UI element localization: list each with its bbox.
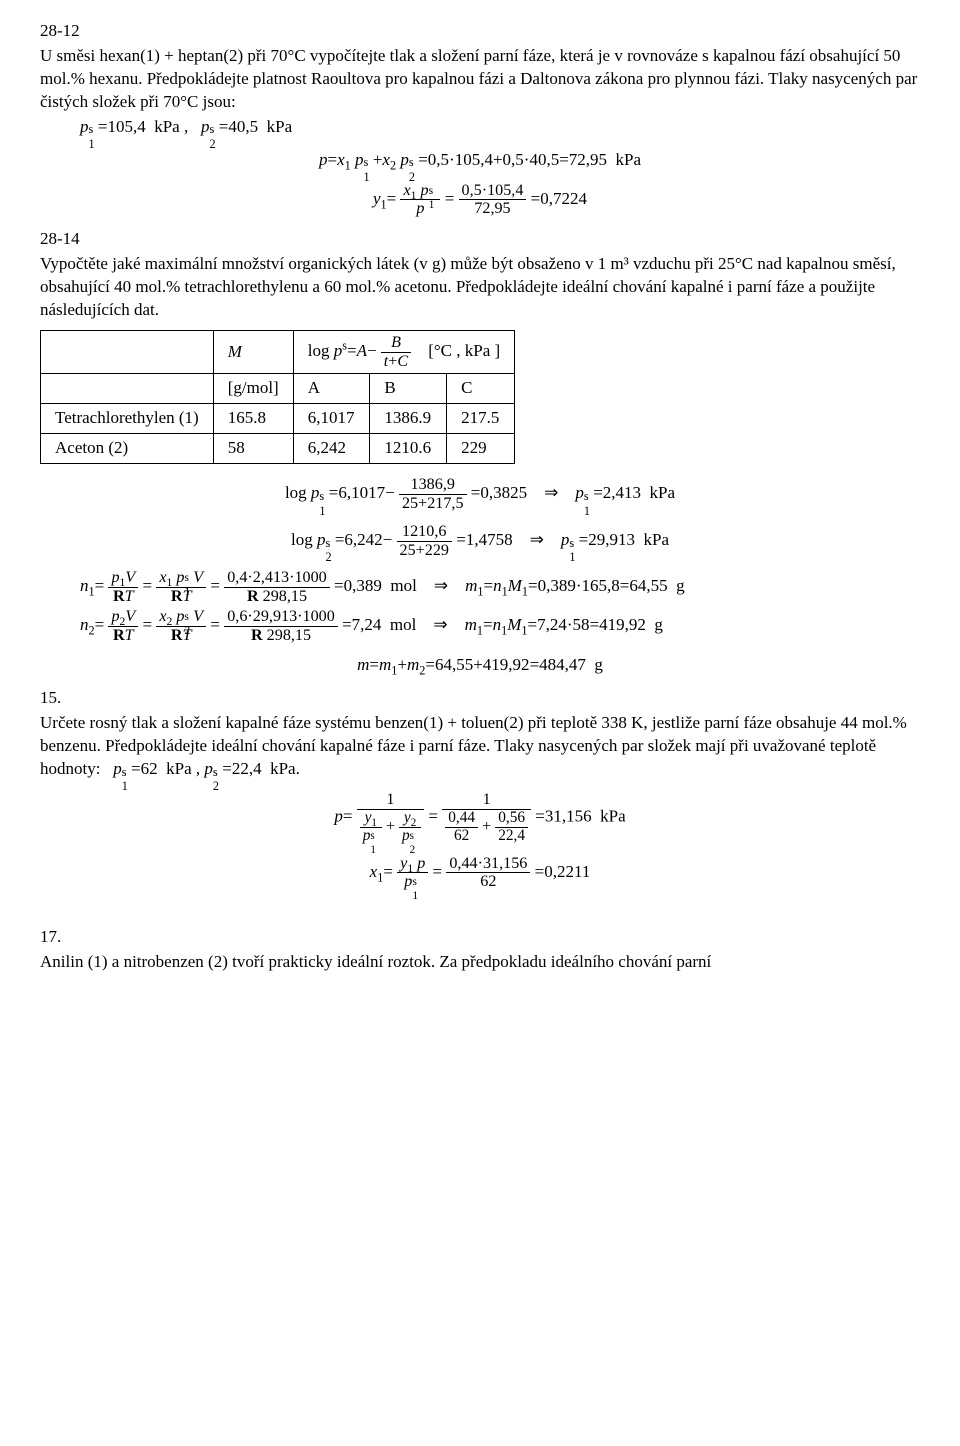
problem-text: Určete rosný tlak a složení kapalné fáze…	[40, 712, 920, 781]
problem-number: 17.	[40, 926, 920, 949]
cell: 6,242	[293, 434, 370, 464]
B-den: 25+229	[397, 542, 452, 560]
problem-number: 28-14	[40, 228, 920, 251]
problem-text: U směsi hexan(1) + heptan(2) při 70°C vy…	[40, 45, 920, 114]
m1-value: 64,55	[629, 576, 667, 595]
unit: g	[676, 576, 685, 595]
logp-value: 1,4758	[466, 530, 513, 549]
cell: 229	[447, 434, 515, 464]
B-den: 25+217,5	[399, 495, 467, 513]
n2-value: 7,24	[352, 615, 382, 634]
logp-value: 0,3825	[480, 483, 527, 502]
unit: kPa	[616, 150, 642, 169]
table-head-B: B	[370, 374, 447, 404]
d1den: 62	[445, 828, 478, 845]
given-values: ps1=105,4 kPa, ps2=40,5 kPa	[80, 116, 920, 139]
unit: kPa	[154, 117, 180, 136]
antoine-table: M logps=A− Bt+C [°C , kPa ] [g/mol] A B …	[40, 330, 515, 464]
problem-number: 28-12	[40, 20, 920, 43]
p1s-value: 2,413	[603, 483, 641, 502]
m2-expr: 7,24·58	[537, 615, 589, 634]
equation-p: p=x1ps1+x2ps2=0,5·105,4+0,5·40,5=72,95 k…	[40, 149, 920, 172]
table-cell-empty	[41, 330, 214, 374]
unit: g	[594, 655, 603, 674]
problem-text: Vypočtěte jaké maximální množství organi…	[40, 253, 920, 322]
row-label: Tetrachlorethylen (1)	[41, 404, 214, 434]
text-content: U směsi hexan(1) + heptan(2) při 70°C vy…	[40, 46, 917, 111]
unit: kPa	[644, 530, 670, 549]
y1-num: 0,5·105,4	[459, 182, 527, 201]
cell: 165.8	[213, 404, 293, 434]
table-cell-empty	[41, 374, 214, 404]
x1-num: 0,44·31,156	[446, 855, 530, 874]
unit: g	[654, 615, 663, 634]
mtot-value: 484,47	[539, 655, 586, 674]
cell: 1210.6	[370, 434, 447, 464]
A-value: 6,1017	[338, 483, 385, 502]
equation-p-inverse: p= 1 y1ps1 + y2ps2 = 1 0,4462 + 0,5622,4…	[40, 791, 920, 845]
row-label: Aceton (2)	[41, 434, 214, 464]
p1s-value: 105,4	[107, 117, 145, 136]
B-num: 1210,6	[397, 523, 452, 542]
A-value: 6,242	[344, 530, 382, 549]
m2-value: 419,92	[599, 615, 646, 634]
cell: 1386.9	[370, 404, 447, 434]
unit: mol	[390, 615, 416, 634]
p-value: 31,156	[545, 807, 592, 826]
equation-logp1: logps1=6,1017− 1386,925+217,5 =0,3825 ⇒ …	[40, 476, 920, 513]
p2s-value: 22,4	[232, 759, 262, 778]
equation-n1: n1= p1VRT = x1ps1VRT = 0,4·2,413·1000R29…	[80, 569, 920, 606]
equation-mtot: m=m1+m2=64,55+419,92=484,47 g	[40, 654, 920, 677]
n1-num: 0,4·2,413·1000	[224, 569, 330, 588]
unit: kPa	[600, 807, 626, 826]
unit: kPa	[166, 759, 192, 778]
x1-den: 62	[446, 873, 530, 891]
n2-num: 0,6·29,913·1000	[224, 608, 338, 627]
B-num: 1386,9	[399, 476, 467, 495]
n1-value: 0,389	[344, 576, 382, 595]
unit: mol	[390, 576, 416, 595]
table-head-unit: [g/mol]	[213, 374, 293, 404]
equation-n2: n2= p2VRT = x2ps2VRT = 0,6·29,913·1000R2…	[80, 608, 920, 645]
table-head-M: M	[213, 330, 293, 374]
d2den: 22,4	[495, 828, 528, 845]
p1s-value: 62	[141, 759, 158, 778]
problem-text: Anilin (1) a nitrobenzen (2) tvoří prakt…	[40, 951, 920, 974]
m1-expr: 0,389·165,8	[538, 576, 620, 595]
n2-den: 298,15	[267, 627, 311, 644]
unit: kPa	[650, 483, 676, 502]
mtot-expr: 64,55+419,92	[435, 655, 530, 674]
n1-den: 298,15	[263, 588, 307, 605]
table-head-antoine: logps=A− Bt+C [°C , kPa ]	[293, 330, 514, 374]
unit: kPa	[270, 759, 296, 778]
equation-x1: x1= y1pps1 = 0,44·31,15662 =0,2211	[40, 855, 920, 892]
cell: 6,1017	[293, 404, 370, 434]
d2num: 0,56	[495, 810, 528, 828]
equation-y1: y1= x1ps1p = 0,5·105,472,95 =0,7224	[40, 182, 920, 219]
table-head-C: C	[447, 374, 515, 404]
y1-den: 72,95	[459, 200, 527, 218]
cell: 217.5	[447, 404, 515, 434]
unit: kPa	[267, 117, 293, 136]
table-row: Aceton (2) 58 6,242 1210.6 229	[41, 434, 515, 464]
problem-number: 15.	[40, 687, 920, 710]
d1num: 0,44	[445, 810, 478, 828]
antoine-unit: [°C , kPa ]	[428, 341, 500, 360]
p2s-value: 40,5	[228, 117, 258, 136]
cell: 58	[213, 434, 293, 464]
table-head-A: A	[293, 374, 370, 404]
p2s-value: 29,913	[588, 530, 635, 549]
x1-value: 0,2211	[544, 862, 590, 881]
eq-value: 0,5·105,4+0,5·40,5=72,95	[428, 150, 607, 169]
y1-value: 0,7224	[540, 189, 587, 208]
equation-logp2: logps2=6,242− 1210,625+229 =1,4758 ⇒ ps1…	[40, 523, 920, 560]
table-row: Tetrachlorethylen (1) 165.8 6,1017 1386.…	[41, 404, 515, 434]
